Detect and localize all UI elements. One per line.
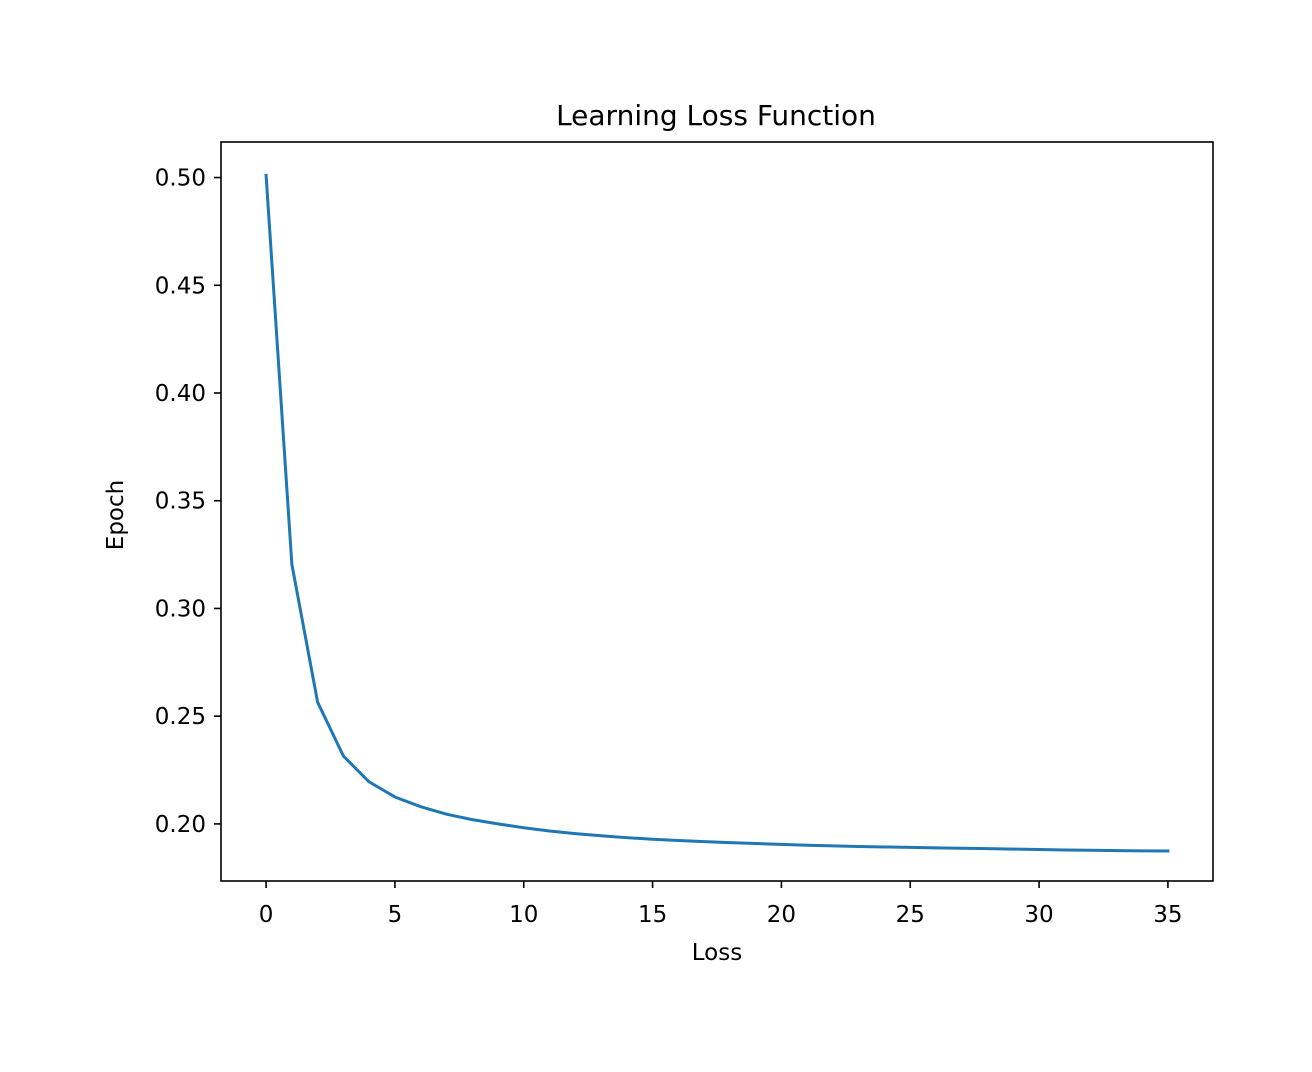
x-axis-ticks: 0 5 10 15 20 25 30 35: [259, 881, 1183, 928]
plot-area: [264, 173, 1170, 853]
x-tick-label: 20: [767, 902, 796, 928]
chart-title: Learning Loss Function: [556, 99, 876, 132]
x-tick-label: 5: [388, 902, 403, 928]
y-axis-label: Epoch: [103, 480, 129, 550]
x-axis-label: Loss: [692, 940, 742, 966]
y-tick-label: 0.35: [155, 489, 206, 515]
x-tick-label: 35: [1153, 902, 1182, 928]
x-tick-label: 30: [1024, 902, 1053, 928]
x-tick-label: 0: [259, 902, 274, 928]
y-axis-ticks: 0.20 0.25 0.30 0.35 0.40 0.45 0.50: [155, 166, 221, 838]
y-tick-label: 0.50: [155, 166, 206, 192]
x-tick-label: 15: [638, 902, 667, 928]
x-tick-label: 10: [509, 902, 538, 928]
loss-series-line: [264, 173, 1170, 853]
y-tick-label: 0.40: [155, 381, 206, 407]
y-tick-label: 0.45: [155, 273, 206, 299]
y-tick-label: 0.25: [155, 704, 206, 730]
y-tick-label: 0.20: [155, 812, 206, 838]
x-tick-label: 25: [896, 902, 925, 928]
y-tick-label: 0.30: [155, 596, 206, 622]
axes-frame: [220, 141, 1214, 882]
